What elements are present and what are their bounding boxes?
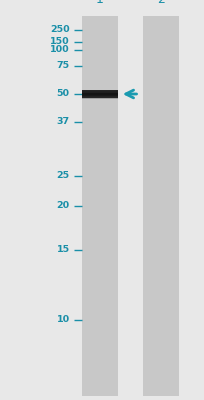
- Bar: [143, 16, 178, 396]
- Bar: [82, 92, 117, 93]
- Text: 50: 50: [57, 90, 69, 98]
- Text: 2: 2: [157, 0, 165, 6]
- Bar: [82, 91, 117, 92]
- Bar: [82, 16, 117, 396]
- Text: 150: 150: [50, 38, 69, 46]
- Bar: [82, 96, 117, 97]
- Bar: [82, 94, 117, 95]
- Text: 100: 100: [50, 46, 69, 54]
- Text: 1: 1: [95, 0, 103, 6]
- Bar: [82, 91, 117, 92]
- Text: 25: 25: [56, 172, 69, 180]
- Bar: [82, 93, 117, 94]
- Bar: [82, 90, 117, 91]
- Bar: [82, 97, 117, 98]
- Text: 37: 37: [56, 118, 69, 126]
- Text: 10: 10: [56, 316, 69, 324]
- Text: 75: 75: [56, 62, 69, 70]
- Bar: [82, 90, 117, 91]
- Text: 20: 20: [56, 202, 69, 210]
- Bar: [82, 90, 117, 98]
- Bar: [82, 92, 117, 93]
- Text: 250: 250: [50, 26, 69, 34]
- Bar: [82, 94, 117, 95]
- Bar: [82, 95, 117, 96]
- Text: 15: 15: [56, 246, 69, 254]
